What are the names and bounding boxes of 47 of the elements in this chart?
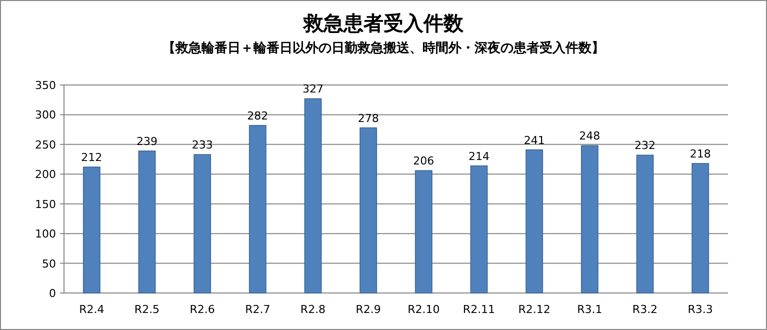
data-label: 248 bbox=[579, 130, 600, 143]
data-label: 214 bbox=[468, 150, 490, 163]
x-tick-label: R2.12 bbox=[518, 303, 550, 316]
data-label: 282 bbox=[247, 109, 268, 122]
bar bbox=[692, 163, 710, 294]
bar bbox=[194, 154, 212, 294]
chart-title: 救急患者受入件数 bbox=[302, 11, 464, 35]
data-label: 233 bbox=[192, 138, 213, 152]
y-tick-label: 0 bbox=[49, 287, 56, 300]
y-tick-label: 250 bbox=[35, 138, 56, 152]
data-label: 212 bbox=[81, 151, 102, 164]
data-label: 278 bbox=[358, 112, 379, 125]
y-tick-label: 300 bbox=[35, 108, 56, 122]
chart-subtitle: 【救急輪番日＋輪番日以外の日勤救急搬送、時間外・深夜の患者受入件数】 bbox=[162, 40, 604, 56]
x-tick-label: R3.3 bbox=[688, 303, 713, 316]
x-tick-label: R2.10 bbox=[408, 303, 440, 316]
x-tick-label: R2.9 bbox=[356, 303, 381, 316]
y-tick-label: 350 bbox=[35, 79, 56, 92]
x-tick-label: R2.7 bbox=[245, 303, 270, 316]
bar bbox=[636, 154, 654, 294]
y-tick-label: 100 bbox=[35, 228, 56, 241]
data-label: 327 bbox=[302, 82, 324, 96]
bar bbox=[360, 127, 378, 294]
data-label: 241 bbox=[524, 134, 545, 147]
bar bbox=[138, 150, 156, 294]
data-label: 232 bbox=[634, 139, 656, 152]
data-label: 239 bbox=[136, 134, 158, 148]
bar bbox=[526, 149, 544, 294]
data-label: 218 bbox=[690, 147, 711, 160]
x-tick-label: R3.1 bbox=[577, 303, 602, 316]
bar bbox=[304, 98, 322, 294]
x-tick-label: R2.8 bbox=[300, 303, 326, 316]
bar bbox=[82, 166, 100, 294]
y-tick-label: 150 bbox=[35, 198, 56, 211]
y-tick-label: 200 bbox=[35, 168, 56, 182]
x-tick-label: R2.5 bbox=[134, 303, 160, 316]
x-tick-label: R2.4 bbox=[79, 303, 104, 316]
data-label: 206 bbox=[413, 154, 434, 168]
bar bbox=[580, 145, 598, 294]
x-tick-label: R3.2 bbox=[632, 303, 658, 316]
x-tick-label: R2.11 bbox=[462, 303, 496, 316]
y-tick-label: 50 bbox=[42, 257, 56, 270]
bar bbox=[414, 170, 432, 294]
bar bbox=[248, 125, 266, 294]
x-tick-label: R2.6 bbox=[190, 303, 215, 316]
bar bbox=[470, 165, 488, 294]
plot: 0 50 100 150 200 250 300 350 212 239 233 282 327 278 206 214 241 248 232 218 R2.4 R2.5 R2.6 R2.7 R2.8 R2.9 R2.10 R2.11 R2.12 R3.1 R3.2 R3.3 bbox=[35, 79, 728, 316]
